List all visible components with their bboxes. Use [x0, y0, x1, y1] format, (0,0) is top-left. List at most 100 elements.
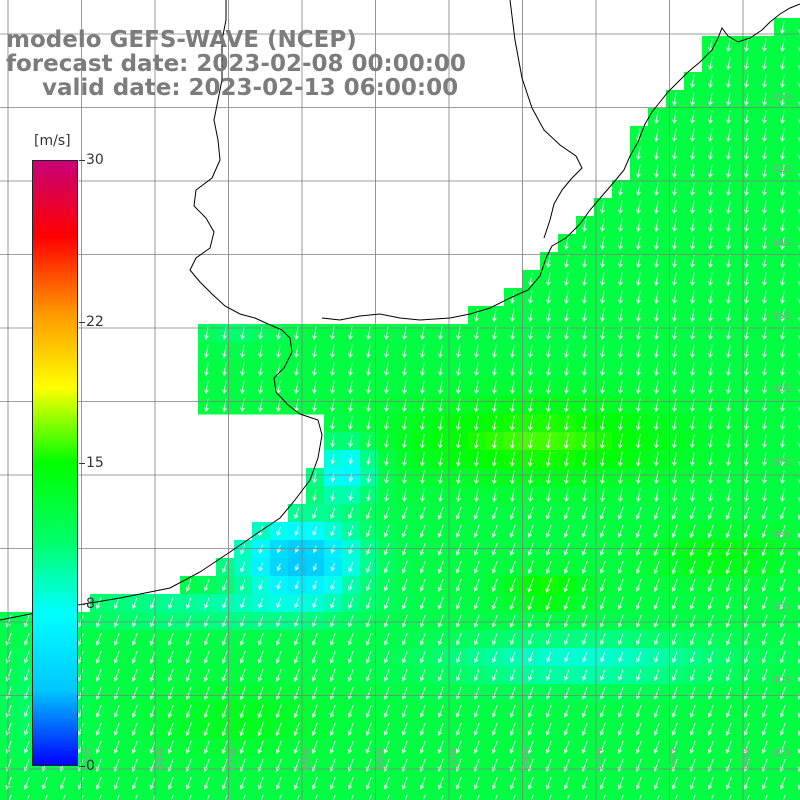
- wind-speed-cell: [792, 90, 800, 109]
- wind-arrow: [708, 182, 713, 197]
- wind-arrow: [656, 794, 660, 800]
- wind-arrow: [420, 416, 425, 431]
- wind-arrow: [455, 578, 462, 592]
- wind-arrow: [402, 362, 407, 377]
- wind-arrow: [780, 146, 785, 161]
- wind-arrow: [762, 254, 767, 269]
- wind-arrow: [600, 669, 606, 681]
- wind-speed-cell: [792, 36, 800, 55]
- wind-arrow: [545, 577, 552, 593]
- wind-arrow: [638, 794, 642, 800]
- wind-arrow: [689, 506, 696, 520]
- wind-arrow: [672, 470, 677, 485]
- wind-arrow: [636, 344, 641, 359]
- wind-arrow: [510, 380, 515, 395]
- wind-arrow: [365, 668, 372, 682]
- wind-speed-cell: [792, 558, 800, 577]
- wind-arrow: [743, 722, 750, 736]
- wind-arrow: [671, 687, 678, 700]
- wind-arrow: [527, 633, 534, 646]
- wind-arrow: [564, 633, 570, 646]
- wind-arrow: [726, 470, 731, 485]
- wind-arrow: [330, 416, 335, 431]
- wind-arrow: [456, 415, 461, 431]
- wind-arrow: [528, 652, 534, 663]
- wind-arrow: [654, 434, 659, 449]
- wind-arrow: [492, 380, 497, 395]
- wind-arrow: [617, 704, 624, 718]
- wind-arrow: [744, 92, 749, 107]
- wind-arrow: [347, 740, 354, 754]
- wind-arrow: [239, 740, 246, 755]
- wind-arrow: [491, 614, 498, 628]
- wind-arrow: [420, 434, 425, 449]
- wind-arrow: [348, 416, 353, 431]
- wind-arrow: [545, 506, 552, 520]
- wind-arrow: [348, 454, 354, 465]
- lon-label: 50W: [668, 747, 679, 770]
- wind-arrow: [689, 776, 696, 790]
- wind-speed-cell: [648, 792, 667, 800]
- wind-arrow: [582, 488, 587, 503]
- wind-speed-cell: [792, 54, 800, 73]
- wind-arrow: [599, 542, 606, 556]
- wind-arrow: [347, 507, 354, 520]
- wind-arrow: [564, 326, 569, 341]
- wind-arrow: [690, 380, 695, 395]
- wind-arrow: [582, 218, 587, 233]
- map-title-block: modelo GEFS-WAVE (NCEP) forecast date: 2…: [6, 28, 466, 100]
- wind-arrow: [726, 38, 731, 53]
- wind-arrow: [131, 668, 138, 682]
- wind-arrow: [545, 560, 552, 575]
- wind-arrow: [708, 146, 713, 161]
- colorbar-tick-label: 15: [86, 455, 104, 471]
- wind-arrow: [744, 236, 749, 251]
- wind-arrow: [492, 398, 497, 413]
- wind-arrow: [294, 580, 299, 590]
- wind-arrow: [546, 254, 551, 269]
- wind-speed-cell: [792, 666, 800, 685]
- wind-arrow: [708, 362, 713, 377]
- wind-arrow: [563, 506, 570, 520]
- wind-arrow: [77, 650, 84, 664]
- wind-arrow: [546, 272, 551, 287]
- wind-arrow: [131, 704, 138, 718]
- wind-arrow: [672, 290, 677, 305]
- wind-arrow: [221, 615, 228, 628]
- wind-arrow: [222, 327, 227, 340]
- wind-arrow: [726, 398, 731, 413]
- wind-speed-cell: [666, 792, 685, 800]
- wind-arrow: [44, 794, 48, 800]
- wind-arrow: [600, 236, 605, 251]
- wind-speed-cell: [18, 792, 37, 800]
- wind-speed-cell: [576, 792, 595, 800]
- wind-arrow: [545, 704, 552, 718]
- wind-arrow: [437, 722, 444, 736]
- wind-arrow: [581, 687, 588, 700]
- wind-arrow: [689, 524, 696, 539]
- wind-arrow: [438, 488, 443, 503]
- wind-arrow: [779, 506, 786, 520]
- wind-arrow: [780, 488, 785, 503]
- wind-arrow: [221, 740, 228, 755]
- wind-arrow: [527, 542, 534, 556]
- wind-arrow: [419, 686, 426, 700]
- wind-speed-cell: [792, 414, 800, 433]
- wind-arrow: [365, 722, 372, 736]
- wind-arrow: [95, 776, 102, 790]
- wind-arrow: [726, 326, 731, 341]
- wind-arrow: [80, 794, 84, 800]
- colorbar: [32, 160, 78, 766]
- wind-speed-cell: [792, 540, 800, 559]
- wind-arrow: [726, 200, 731, 215]
- wind-arrow: [726, 56, 731, 71]
- wind-arrow: [744, 128, 749, 143]
- wind-arrow: [438, 470, 443, 485]
- wind-speed-cell: [252, 792, 271, 800]
- wind-speed-cell: [702, 792, 721, 800]
- wind-arrow: [548, 794, 552, 800]
- wind-arrow: [420, 488, 425, 503]
- wind-arrow: [690, 326, 695, 341]
- wind-arrow: [689, 633, 696, 646]
- wind-arrow: [510, 651, 516, 663]
